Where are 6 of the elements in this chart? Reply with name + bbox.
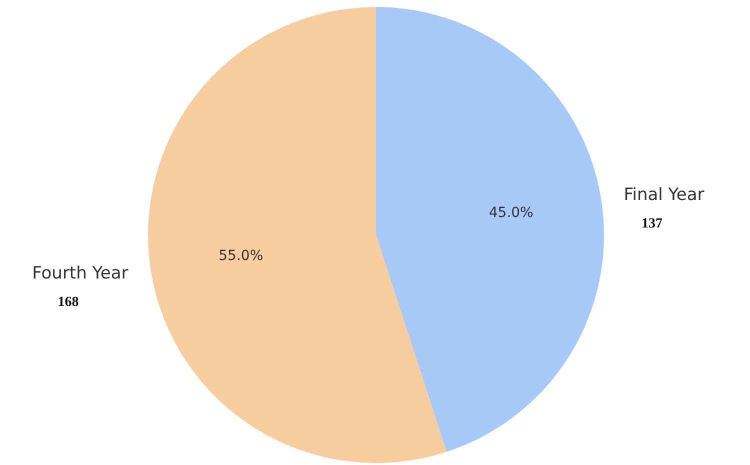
text: 168	[58, 294, 79, 310]
data-label: 55.0%	[218, 248, 264, 264]
data-label: 45.0%	[488, 205, 534, 222]
text: 137	[642, 216, 662, 232]
slice-label: Final Year	[624, 185, 704, 206]
slice-label: Fourth Year	[32, 264, 128, 284]
